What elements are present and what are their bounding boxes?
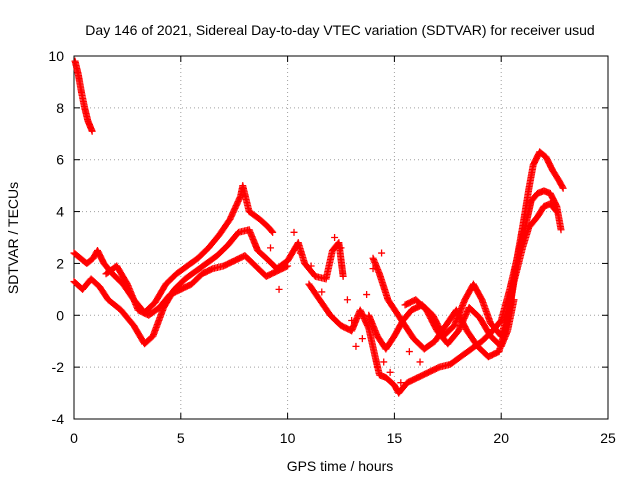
data-point — [358, 335, 366, 343]
data-point — [397, 379, 405, 387]
data-point — [337, 244, 345, 252]
plot-frame — [73, 55, 609, 420]
x-tick-label: 0 — [70, 430, 78, 446]
data-point — [269, 228, 277, 236]
data-point — [510, 296, 518, 304]
data-point — [558, 183, 566, 191]
data-point — [405, 348, 413, 356]
data-point — [343, 296, 351, 304]
data-point — [373, 363, 381, 371]
x-tick-label: 15 — [387, 430, 403, 446]
data-point — [352, 342, 360, 350]
data-point — [386, 368, 394, 376]
data-point — [267, 244, 275, 252]
x-axis-label: GPS time / hours — [287, 458, 394, 474]
data-point — [318, 288, 326, 296]
data-point — [559, 184, 567, 192]
data-point — [380, 358, 388, 366]
data-point — [307, 262, 315, 270]
y-tick-label: 4 — [56, 204, 64, 220]
y-tick-label: 6 — [56, 152, 64, 168]
x-tick-label: 10 — [280, 430, 296, 446]
y-tick-label: -4 — [52, 411, 65, 427]
y-axis-label: SDTVAR / TECUs — [5, 182, 21, 294]
y-tick-label: 0 — [56, 307, 64, 323]
chart-title: Day 146 of 2021, Sidereal Day-to-day VTE… — [85, 22, 594, 38]
axes-layer: 0 5 10 15 20 25 -4 -2 0 2 4 6 8 10 — [48, 48, 616, 446]
data-point — [416, 358, 424, 366]
data-point — [331, 234, 339, 241]
data-point — [290, 228, 298, 236]
data-point — [553, 208, 561, 216]
data-point — [296, 249, 304, 257]
y-tick-label: 2 — [56, 255, 64, 271]
data-point — [268, 227, 276, 235]
x-tick-label: 20 — [493, 430, 509, 446]
data-point — [275, 285, 283, 293]
data-point — [348, 316, 356, 324]
y-tick-label: -2 — [52, 359, 65, 375]
y-tick-label: 10 — [48, 48, 64, 64]
data-point — [284, 262, 292, 270]
data-point — [369, 265, 377, 273]
data-point — [339, 272, 347, 280]
x-tick-label: 25 — [600, 430, 616, 446]
data-layer — [70, 57, 567, 397]
data-point — [552, 206, 560, 214]
x-tick-label: 5 — [177, 430, 185, 446]
data-point — [378, 249, 386, 257]
data-point — [88, 127, 96, 135]
data-point — [363, 291, 371, 299]
y-tick-label: 8 — [56, 100, 64, 116]
data-point — [557, 226, 565, 234]
label-layer: Day 146 of 2021, Sidereal Day-to-day VTE… — [5, 22, 595, 474]
